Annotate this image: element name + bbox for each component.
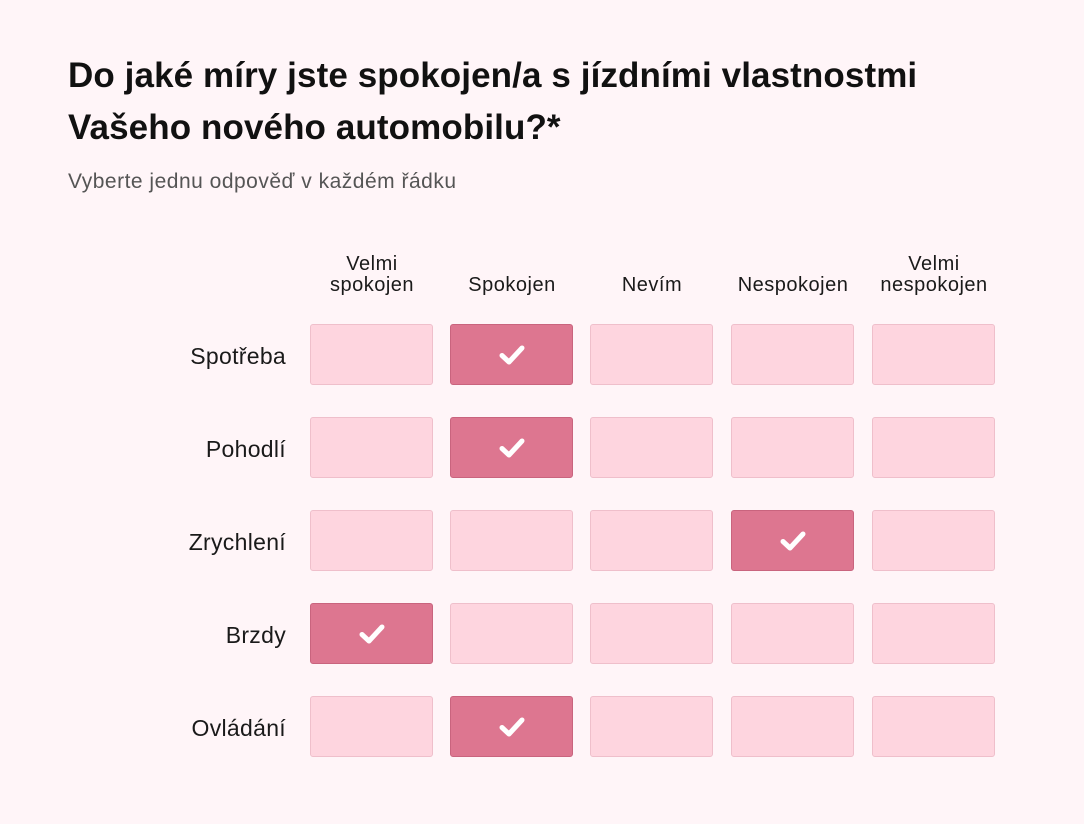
answer-cell[interactable] <box>731 510 854 571</box>
row-label-pohodli: Pohodlí <box>205 436 286 462</box>
column-header-line2: spokojen <box>329 274 415 296</box>
answer-cell[interactable] <box>450 696 573 757</box>
answer-cell[interactable] <box>731 696 854 757</box>
check-icon <box>499 717 524 736</box>
column-header-satisfied: Spokojen <box>442 252 582 296</box>
column-header-line1: Velmi <box>346 253 398 275</box>
column-header-line2: nespokojen <box>880 274 988 296</box>
row-label-brzdy: Brzdy <box>225 622 286 648</box>
column-header-dont-know: Nevím <box>582 252 722 296</box>
answer-cell[interactable] <box>590 603 713 664</box>
row-label-spotreba: Spotřeba <box>190 343 286 369</box>
answer-cell[interactable] <box>872 696 995 757</box>
question-instruction: Vyberte jednu odpověď v každém řádku <box>68 170 457 193</box>
check-icon <box>780 531 805 550</box>
answer-cell[interactable] <box>310 417 433 478</box>
check-icon <box>499 345 524 364</box>
answer-cell[interactable] <box>731 417 854 478</box>
column-header-line1: Velmi <box>908 253 960 275</box>
answer-cell[interactable] <box>872 510 995 571</box>
answer-cell[interactable] <box>450 603 573 664</box>
column-header-dissatisfied: Nespokojen <box>723 252 863 296</box>
answer-cell[interactable] <box>310 603 433 664</box>
answer-cell[interactable] <box>310 324 433 385</box>
answer-cell[interactable] <box>590 324 713 385</box>
answer-cell[interactable] <box>310 510 433 571</box>
row-label-ovladani: Ovládání <box>191 715 286 741</box>
answer-cell[interactable] <box>872 603 995 664</box>
answer-cell[interactable] <box>590 696 713 757</box>
answer-cell[interactable] <box>450 324 573 385</box>
check-icon <box>499 438 524 457</box>
column-header-line2: Spokojen <box>468 274 556 296</box>
column-header-line2: Nespokojen <box>737 274 849 296</box>
answer-cell[interactable] <box>872 417 995 478</box>
question-title: Do jaké míry jste spokojen/a s jízdními … <box>68 56 918 147</box>
row-label-zrychleni: Zrychlení <box>188 529 286 555</box>
column-header-very-dissatisfied: Velmi nespokojen <box>864 252 1004 296</box>
check-icon <box>359 624 384 643</box>
answer-cell[interactable] <box>590 417 713 478</box>
answer-cell[interactable] <box>450 417 573 478</box>
answer-cell[interactable] <box>450 510 573 571</box>
answer-cell[interactable] <box>872 324 995 385</box>
answer-cell[interactable] <box>590 510 713 571</box>
answer-cell[interactable] <box>310 696 433 757</box>
answer-cell[interactable] <box>731 324 854 385</box>
column-header-line2: Nevím <box>621 274 683 296</box>
column-header-very-satisfied: Velmi spokojen <box>302 252 442 296</box>
answer-cell[interactable] <box>731 603 854 664</box>
